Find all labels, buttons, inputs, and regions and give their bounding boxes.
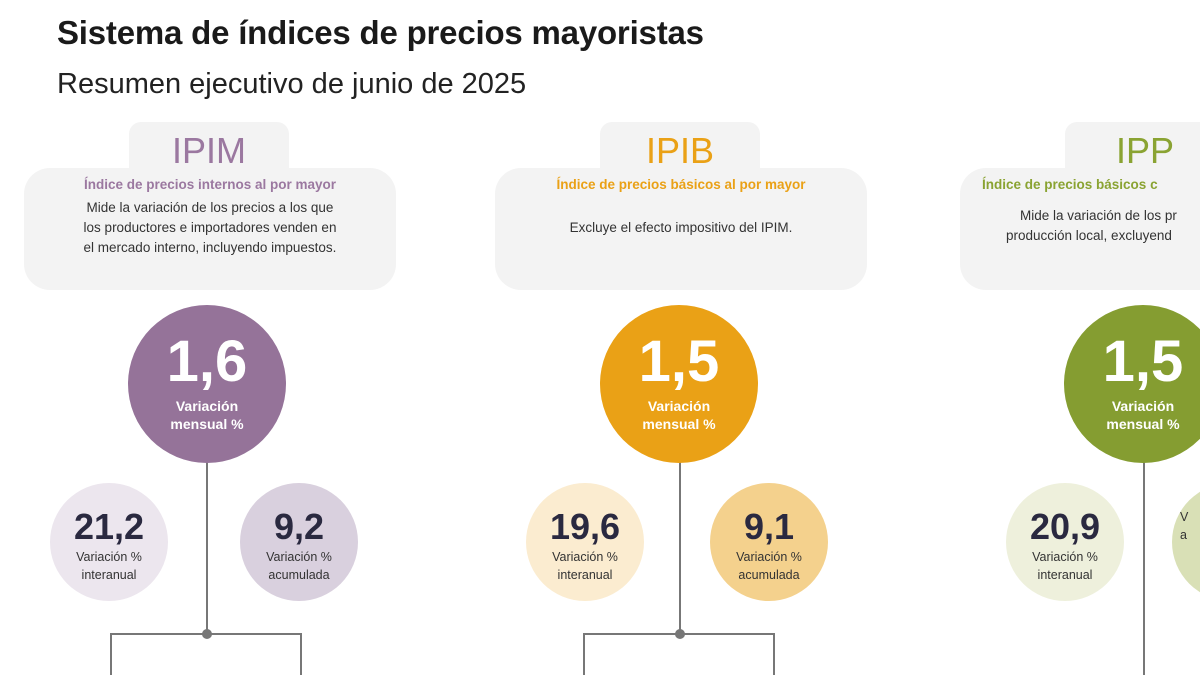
description-line: Mide la variación de los pr xyxy=(1020,208,1177,223)
ytd-variation-circle: 9,2 Variación % acumulada xyxy=(240,483,358,601)
index-panel-ipim: IPIM Índice de precios internos al por m… xyxy=(24,0,424,675)
connector-line xyxy=(773,633,775,675)
yoy-variation-circle: 19,6 Variación % interanual xyxy=(526,483,644,601)
yoy-variation-circle: 21,2 Variación % interanual xyxy=(50,483,168,601)
description-line: Mide la variación de los precios a los q… xyxy=(86,200,334,215)
index-panel-ipib: IPIB Índice de precios básicos al por ma… xyxy=(495,0,895,675)
monthly-variation-value: 1,5 xyxy=(638,329,720,394)
index-code: IPIB xyxy=(645,130,715,171)
connector-line xyxy=(583,633,585,675)
index-description-box: Índice de precios básicos al por mayor E… xyxy=(495,168,867,290)
monthly-variation-label: Variación mensual % xyxy=(642,398,716,432)
yoy-variation-value: 21,2 xyxy=(73,506,145,547)
yoy-variation-label: Variación % interanual xyxy=(76,550,142,582)
connector-line xyxy=(110,633,302,635)
ytd-variation-label: Variación % acumulada xyxy=(736,550,802,582)
yoy-variation-value: 19,6 xyxy=(549,506,621,547)
ytd-variation-circle: 9,1 Variación % acumulada xyxy=(710,483,828,601)
description-line: los productores e importadores venden en xyxy=(83,220,337,235)
monthly-variation-label: Variación mensual % xyxy=(170,398,244,432)
yoy-variation-label: Variación % interanual xyxy=(552,550,618,582)
monthly-variation-value: 1,6 xyxy=(166,329,248,394)
description-line: producción local, excluyend xyxy=(1006,228,1172,243)
index-description: Excluye el efecto impositivo del IPIM. xyxy=(509,218,853,238)
monthly-variation-circle: 1,5 Variación mensual % xyxy=(1064,305,1200,463)
ytd-variation-value: 9,1 xyxy=(743,506,795,547)
index-description: Mide la variación de los pr producción l… xyxy=(974,206,1200,246)
index-code: IPIM xyxy=(171,130,246,171)
ytd-variation-value: 9,2 xyxy=(273,506,325,547)
page-title: Sistema de índices de precios mayoristas xyxy=(57,14,704,51)
index-name: Índice de precios internos al por mayor xyxy=(83,177,337,192)
index-panel-ipp: IPP Índice de precios básicos c Mide la … xyxy=(960,0,1200,675)
description-line: el mercado interno, incluyendo impuestos… xyxy=(83,240,337,255)
connector-line xyxy=(110,633,112,675)
connector-line xyxy=(679,462,681,634)
connector-line xyxy=(300,633,302,675)
connector-line xyxy=(583,633,775,635)
monthly-variation-value: 1,5 xyxy=(1102,329,1184,394)
yoy-variation-value: 20,9 xyxy=(1029,506,1101,547)
index-code: IPP xyxy=(1115,130,1175,171)
monthly-variation-circle: 1,6 Variación mensual % xyxy=(128,305,286,463)
yoy-variation-label: Variación % interanual xyxy=(1032,550,1098,582)
index-name: Índice de precios básicos al por mayor xyxy=(556,177,806,192)
description-line: Excluye el efecto impositivo del IPIM. xyxy=(569,220,793,235)
connector-line xyxy=(206,462,208,634)
ytd-variation-label: Variación % acumulada xyxy=(266,550,332,582)
index-name: Índice de precios básicos c xyxy=(982,177,1158,192)
monthly-variation-circle: 1,5 Variación mensual % xyxy=(600,305,758,463)
index-description: Mide la variación de los precios a los q… xyxy=(38,198,382,258)
monthly-variation-label: Variación mensual % xyxy=(1106,398,1180,432)
page-subtitle: Resumen ejecutivo de junio de 2025 xyxy=(57,68,527,100)
yoy-variation-circle: 20,9 Variación % interanual xyxy=(1006,483,1124,601)
index-description-box: Índice de precios básicos c Mide la vari… xyxy=(960,168,1200,290)
connector-line xyxy=(1143,462,1145,675)
index-description-box: Índice de precios internos al por mayor … xyxy=(24,168,396,290)
